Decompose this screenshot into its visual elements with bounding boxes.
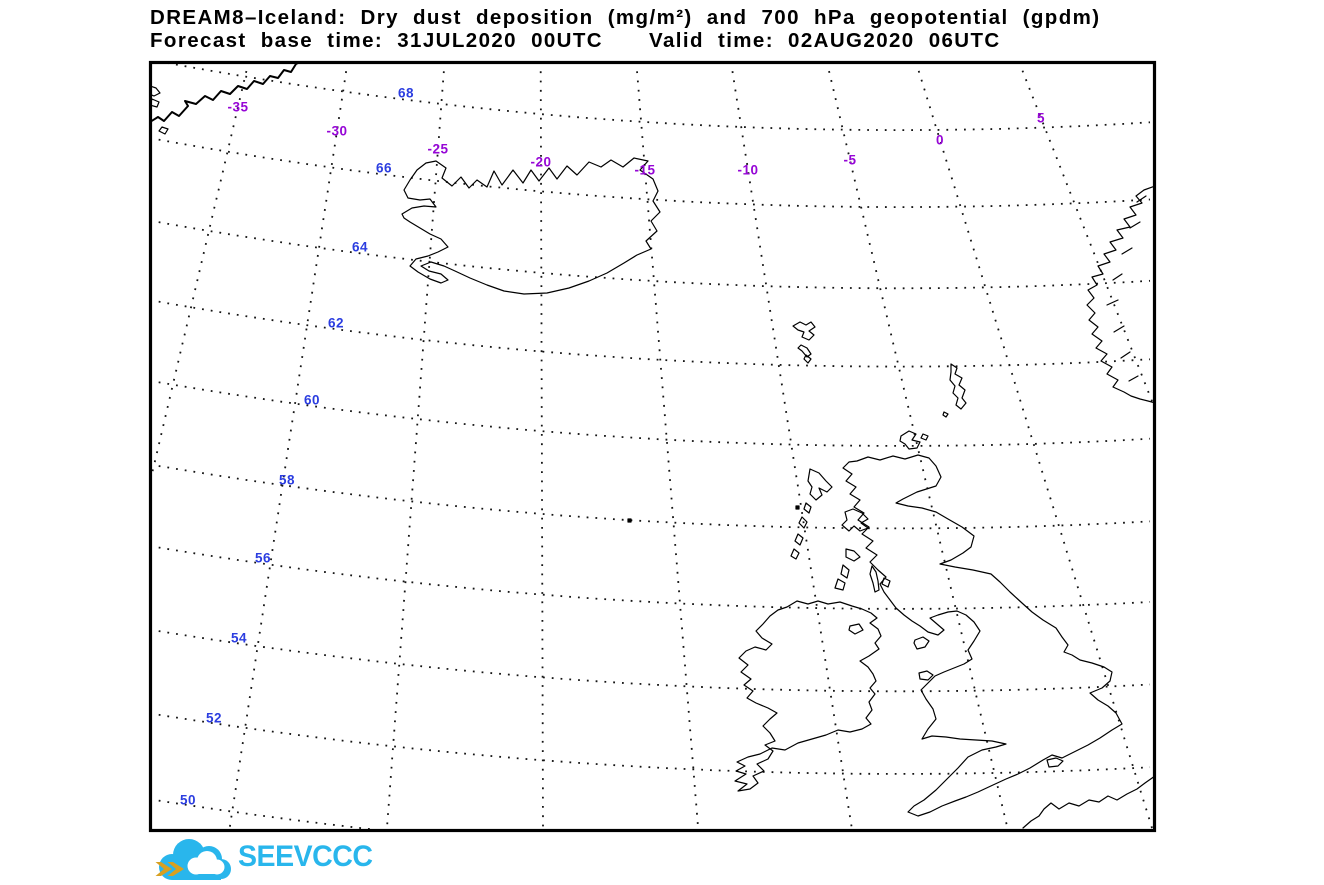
grid-line [826, 64, 1009, 829]
grid-line [152, 380, 1151, 447]
map-frame [148, 60, 1157, 833]
latitude-label: 52 [206, 711, 222, 726]
norway-fjords [1106, 195, 1147, 382]
longitude-label: -5 [843, 153, 856, 168]
chart-subtitle: Forecast base time: 31JUL2020 00UTC Valid… [150, 29, 1100, 52]
grid-line [152, 629, 1151, 693]
latitude-label: 54 [231, 631, 247, 646]
coastline-iceland [401, 157, 661, 295]
longitude-label: -30 [326, 124, 347, 139]
coastline-shetland [942, 363, 967, 418]
latitude-label: 56 [255, 551, 271, 566]
coastline-orkney [899, 430, 929, 450]
lough-neagh [848, 623, 864, 635]
grid-line [730, 64, 853, 829]
grid-line [152, 64, 250, 478]
grid-line [539, 64, 544, 829]
rockall-islet [627, 505, 800, 523]
chart-title: DREAM8–Iceland: Dry dust deposition (mg/… [150, 6, 1101, 29]
grid-line [1018, 64, 1153, 407]
grid-line [228, 64, 349, 829]
grid-line [168, 64, 1151, 131]
latitude-label: 62 [328, 316, 344, 331]
coastline-outer-hebrides [790, 468, 833, 560]
latitude-label: 66 [376, 161, 392, 176]
grid-line [635, 64, 700, 829]
cloud-shape [159, 839, 231, 880]
longitude-label: 0 [936, 133, 944, 148]
arrow-icon [155, 862, 184, 876]
cloud-logo-icon [155, 839, 231, 880]
latitude-label: 60 [304, 393, 320, 408]
longitude-label: 5 [1037, 111, 1045, 126]
grid-line [152, 299, 1151, 368]
grid-line [152, 137, 1151, 208]
forecast-base-time: Forecast base time: 31JUL2020 00UTC [150, 29, 604, 52]
latitude-label: 68 [398, 86, 414, 101]
valid-time: Valid time: 02AUG2020 06UTC [649, 29, 1001, 52]
longitude-label: -10 [737, 163, 758, 178]
grid-line [152, 798, 378, 829]
longitude-label: -35 [227, 100, 248, 115]
graticule-grid [152, 64, 1153, 829]
coastlines-layer [152, 64, 1153, 829]
coastline-isle-of-wight [1046, 757, 1064, 768]
grid-line [386, 64, 446, 829]
logo-text: SEEVCCC [238, 840, 373, 873]
coastline-skye [841, 508, 869, 532]
grid-line [152, 545, 1151, 610]
coastline-norway [1086, 186, 1153, 404]
longitude-label: -20 [530, 155, 551, 170]
title-block: DREAM8–Iceland: Dry dust deposition (mg/… [150, 6, 1100, 52]
latitude-label: 50 [180, 793, 196, 808]
coastline-ireland [734, 600, 882, 792]
coastline-greenland-islands [152, 86, 169, 135]
graticule-labels: -35 -30 -25 -20 -15 -10 -5 0 5 68 66 64 62 60 58 56 54 52… [180, 86, 1045, 808]
coastline-isle-of-man [913, 636, 930, 650]
coastline-great-britain [842, 454, 1123, 817]
coastline-france [1022, 776, 1153, 829]
coastline-greenland [152, 64, 299, 122]
coastline-inner-hebrides [834, 548, 891, 593]
grid-line [152, 712, 1151, 775]
longitude-label: -15 [634, 163, 655, 178]
latitude-label: 58 [279, 473, 295, 488]
grid-line [152, 463, 1151, 530]
coastline-anglesey [918, 670, 934, 681]
longitude-label: -25 [427, 142, 448, 157]
coastline-faroe-islands [792, 321, 816, 364]
grid-line [152, 220, 1151, 290]
latitude-label: 64 [352, 240, 368, 255]
seevccc-logo: SEEVCCC [148, 836, 408, 884]
